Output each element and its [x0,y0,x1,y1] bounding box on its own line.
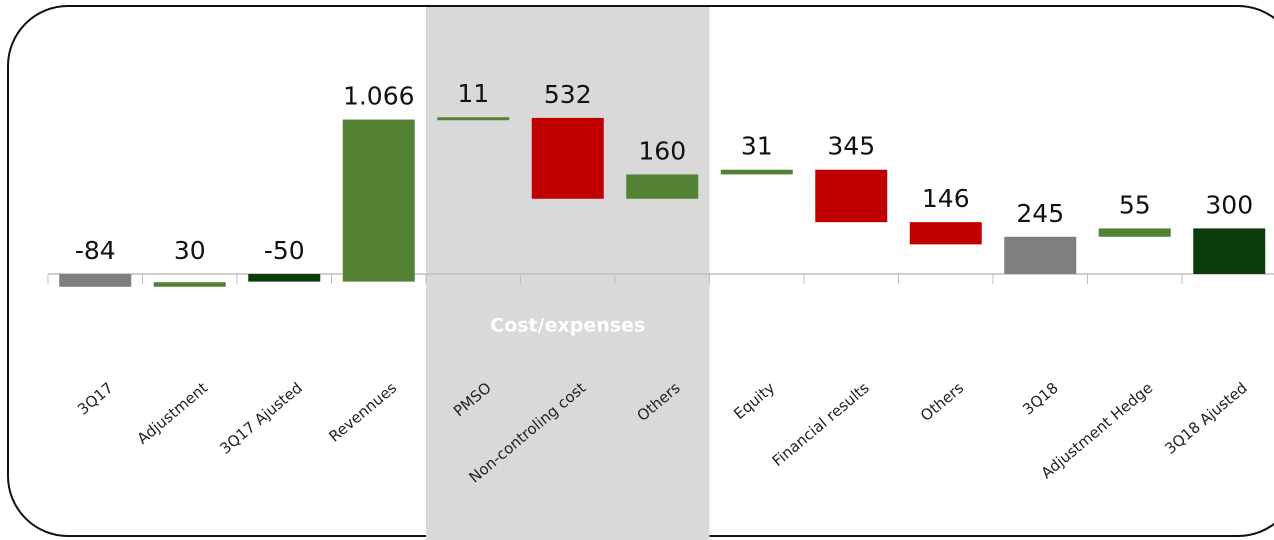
value-label: 345 [827,132,875,161]
bar [531,117,604,199]
bar [1098,228,1171,237]
x-tick-label: Equity [730,379,778,423]
value-label: 31 [741,132,773,161]
bar [153,282,226,287]
x-tick-label: 3Q17 Ajusted [216,379,305,458]
bar [59,274,132,287]
highlight-label: Cost/expenses [490,315,645,337]
value-label: 300 [1205,190,1253,219]
value-label: -84 [75,236,116,265]
bar [720,169,793,175]
x-tick-label: Adjustment [134,379,212,448]
x-tick-label: 3Q18 [1019,379,1062,419]
value-label: -50 [264,236,305,265]
x-tick-label: Financial results [769,379,873,470]
value-label: 30 [174,236,206,265]
value-label: 245 [1016,199,1064,228]
bar [815,169,888,223]
bar [248,274,321,282]
bar [437,117,510,121]
bar [342,119,415,282]
bar [1193,228,1266,274]
value-label: 11 [457,79,489,108]
x-tick-label: 3Q18 Ajusted [1161,379,1250,458]
value-label: 55 [1119,190,1151,219]
bar [909,222,982,245]
x-tick-label: 3Q17 [74,379,117,419]
value-label: 532 [544,80,592,109]
x-tick-label: Others [917,379,967,425]
value-label: 146 [922,184,970,213]
value-label: 1.066 [343,82,415,111]
bar [1004,236,1077,274]
bar [626,174,699,199]
x-tick-label: Revennues [325,379,400,446]
value-label: 160 [638,136,686,165]
